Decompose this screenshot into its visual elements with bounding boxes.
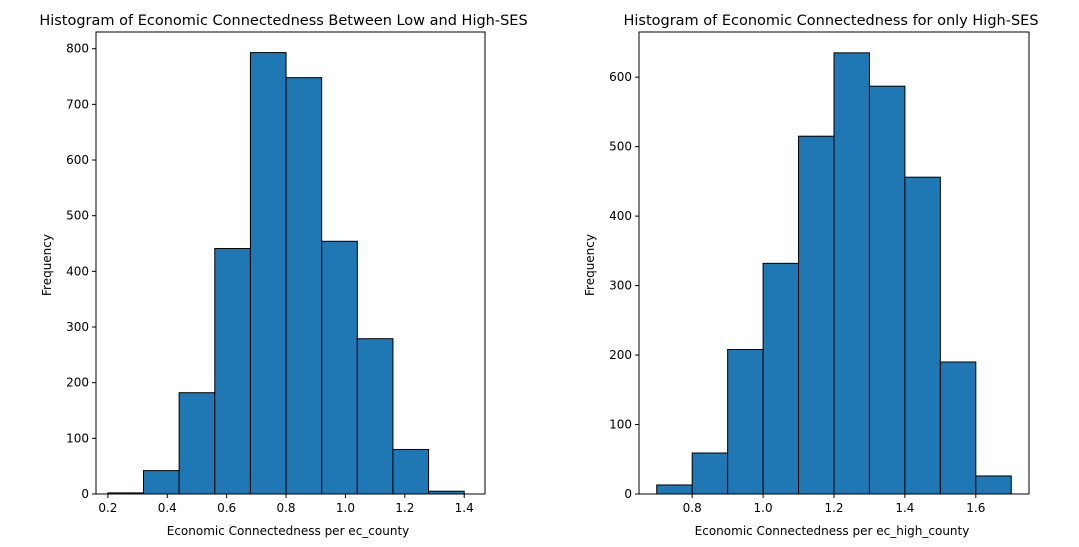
left-y-tick-label: 300 [66, 320, 89, 334]
right-histogram-bar [798, 135, 835, 495]
right-chart-title: Histogram of Economic Connectedness for … [623, 13, 1038, 29]
left-x-axis-label: Economic Connectedness per ec_county [167, 524, 410, 538]
left-histogram-bar [321, 240, 358, 495]
right-x-axis-label: Economic Connectedness per ec_high_count… [695, 524, 970, 538]
right-x-tick-label: 1.0 [754, 501, 773, 515]
right-y-tick-label: 600 [609, 70, 632, 84]
right-y-tick-label: 100 [609, 418, 632, 432]
left-y-ticks: 0 100 200 300 400 500 600 700 800 [66, 42, 96, 501]
right-histogram-bar [975, 475, 1012, 495]
right-histogram-bar [656, 484, 693, 495]
left-y-tick-label: 400 [66, 264, 89, 278]
right-y-axis-label: Frequency [583, 234, 597, 296]
left-y-tick-label: 0 [81, 487, 89, 501]
left-histogram-bar [214, 248, 251, 495]
left-histogram-bar [178, 392, 216, 495]
left-x-tick-label: 0.6 [217, 501, 236, 515]
left-x-ticks: 0.2 0.4 0.6 0.8 1.0 1.2 1.4 [98, 494, 474, 515]
right-y-tick-label: 500 [609, 140, 632, 154]
right-axes-frame [638, 31, 1030, 495]
right-histogram-bar [904, 176, 941, 495]
left-axes-frame [95, 31, 486, 495]
right-histogram-bar [939, 361, 977, 495]
left-histogram-panel: Histogram of Economic Connectedness Betw… [39, 13, 527, 538]
left-x-tick-label: 1.2 [395, 501, 414, 515]
right-histogram-panel: Histogram of Economic Connectedness for … [583, 13, 1039, 538]
right-y-tick-label: 200 [609, 348, 632, 362]
left-y-axis-label: Frequency [40, 234, 54, 296]
left-y-tick-label: 100 [66, 431, 89, 445]
right-x-tick-label: 0.8 [683, 501, 702, 515]
right-x-tick-label: 1.2 [824, 501, 843, 515]
left-y-tick-label: 700 [66, 97, 89, 111]
left-y-tick-label: 800 [66, 42, 89, 56]
right-histogram-bar [868, 85, 906, 495]
left-y-tick-label: 200 [66, 376, 89, 390]
right-y-ticks: 0 100 200 300 400 500 600 [609, 70, 639, 501]
left-x-tick-label: 0.2 [98, 501, 117, 515]
left-histogram-bar [143, 470, 180, 495]
right-x-tick-label: 1.4 [895, 501, 914, 515]
right-histogram-bar [727, 348, 764, 495]
left-histogram-bar [392, 448, 430, 495]
right-x-ticks: 0.8 1.0 1.2 1.4 1.6 [683, 494, 985, 515]
right-y-tick-label: 0 [624, 487, 632, 501]
left-y-tick-label: 600 [66, 153, 89, 167]
left-histogram-bar [249, 52, 287, 495]
left-x-tick-label: 0.4 [158, 501, 177, 515]
left-histogram-bar [356, 338, 394, 495]
left-x-tick-label: 0.8 [276, 501, 295, 515]
right-bars [656, 52, 1012, 495]
right-x-tick-label: 1.6 [966, 501, 985, 515]
left-y-tick-label: 500 [66, 209, 89, 223]
right-y-tick-label: 400 [609, 209, 632, 223]
left-x-tick-label: 1.4 [455, 501, 474, 515]
left-histogram-bar [285, 77, 323, 495]
left-chart-title: Histogram of Economic Connectedness Betw… [39, 13, 527, 29]
right-histogram-bar [762, 262, 800, 495]
left-bars [107, 52, 465, 495]
right-histogram-bar [691, 452, 729, 495]
left-x-tick-label: 1.0 [336, 501, 355, 515]
right-y-tick-label: 300 [609, 279, 632, 293]
right-histogram-bar [833, 52, 870, 495]
